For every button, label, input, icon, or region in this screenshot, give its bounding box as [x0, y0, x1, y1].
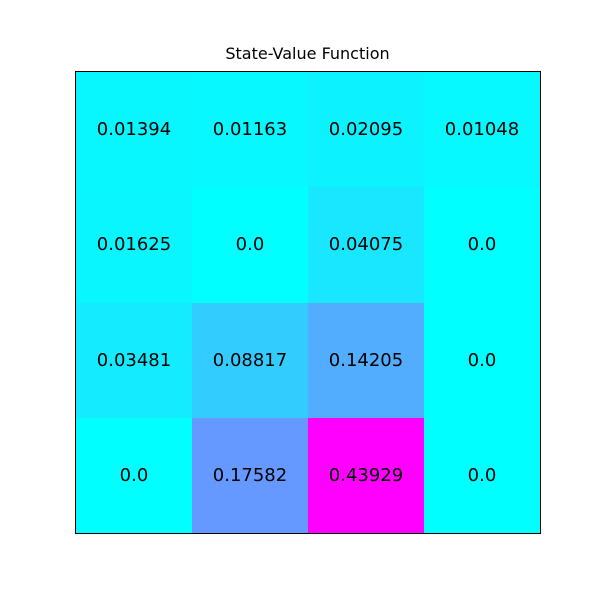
chart-title: State-Value Function [225, 44, 390, 63]
cell-value-label: 0.08817 [212, 349, 288, 371]
heatmap-cell: 0.17582 [192, 417, 308, 533]
cell-value-label: 0.0 [119, 464, 149, 486]
heatmap-cell: 0.01394 [76, 72, 192, 188]
cell-value-label: 0.17582 [212, 464, 288, 486]
heatmap-cell: 0.43929 [308, 417, 424, 533]
cell-value-label: 0.03481 [96, 349, 172, 371]
heatmap-cell: 0.0 [192, 187, 308, 303]
heatmap-cell: 0.08817 [192, 302, 308, 418]
cell-value-label: 0.01394 [96, 119, 172, 141]
cell-value-label: 0.0 [235, 234, 265, 256]
heatmap-cell: 0.0 [424, 302, 540, 418]
state-value-heatmap: 0.01394 0.01163 0.02095 0.01048 0.01625 0.0 0.… [75, 71, 541, 534]
heatmap-cell: 0.0 [424, 187, 540, 303]
cell-value-label: 0.43929 [328, 464, 404, 486]
heatmap-cell: 0.01163 [192, 72, 308, 188]
cell-value-label: 0.01048 [444, 119, 520, 141]
cell-value-label: 0.0 [467, 464, 497, 486]
cell-value-label: 0.01163 [212, 119, 288, 141]
cell-value-label: 0.02095 [328, 119, 404, 141]
heatmap-cell: 0.01625 [76, 187, 192, 303]
cell-value-label: 0.04075 [328, 234, 404, 256]
cell-value-label: 0.14205 [328, 349, 404, 371]
cell-value-label: 0.0 [467, 234, 497, 256]
heatmap-cell: 0.01048 [424, 72, 540, 188]
heatmap-cell: 0.0 [76, 417, 192, 533]
heatmap-cell: 0.03481 [76, 302, 192, 418]
heatmap-cell: 0.14205 [308, 302, 424, 418]
heatmap-cell: 0.02095 [308, 72, 424, 188]
cell-value-label: 0.01625 [96, 234, 172, 256]
heatmap-cell: 0.0 [424, 417, 540, 533]
cell-value-label: 0.0 [467, 349, 497, 371]
heatmap-cell: 0.04075 [308, 187, 424, 303]
